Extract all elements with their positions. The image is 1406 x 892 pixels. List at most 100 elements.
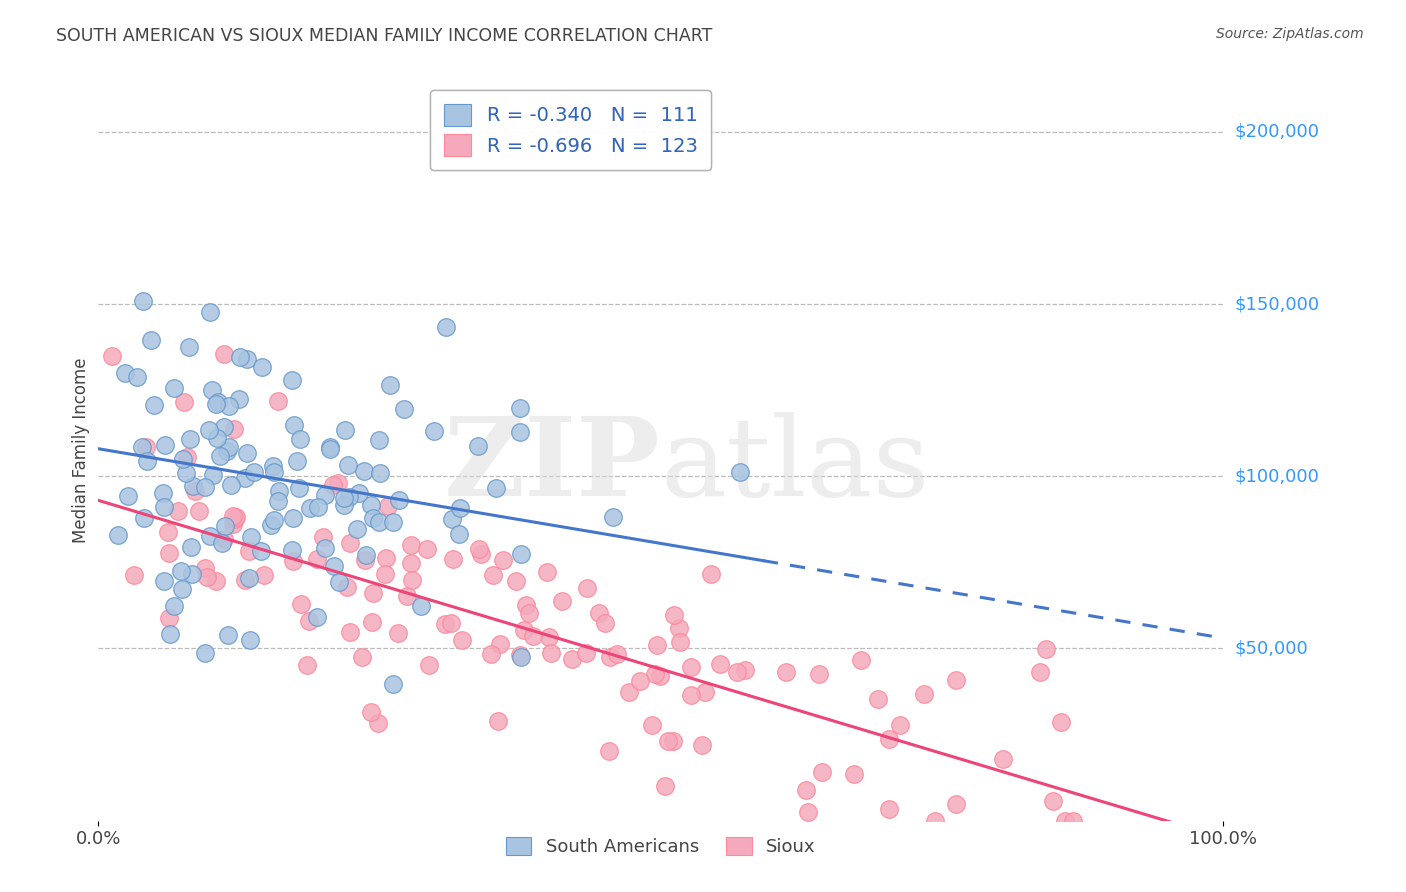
Point — [668, 621, 690, 635]
Point — [725, 665, 748, 680]
Point — [509, 425, 531, 440]
Point — [575, 581, 598, 595]
Point — [808, 667, 831, 681]
Point — [889, 718, 911, 732]
Point — [360, 705, 382, 719]
Point — [602, 510, 624, 524]
Point — [489, 637, 512, 651]
Point — [142, 398, 165, 412]
Point — [467, 439, 489, 453]
Point — [224, 512, 246, 526]
Point — [117, 489, 139, 503]
Point — [205, 431, 228, 445]
Point — [811, 764, 834, 779]
Point — [536, 565, 558, 579]
Point — [360, 498, 382, 512]
Point — [339, 536, 361, 550]
Point — [690, 739, 713, 753]
Point — [709, 657, 731, 671]
Point — [681, 660, 703, 674]
Point — [644, 667, 666, 681]
Point — [387, 626, 409, 640]
Text: $50,000: $50,000 — [1234, 640, 1308, 657]
Point — [628, 673, 651, 688]
Point — [267, 394, 290, 409]
Point — [467, 541, 489, 556]
Point — [107, 528, 129, 542]
Point — [849, 653, 872, 667]
Y-axis label: Median Family Income: Median Family Income — [72, 358, 90, 543]
Point — [575, 646, 598, 660]
Point — [288, 481, 311, 495]
Point — [157, 611, 180, 625]
Point — [669, 635, 692, 649]
Point — [796, 805, 818, 819]
Point — [481, 647, 503, 661]
Point — [173, 395, 195, 409]
Point — [945, 797, 967, 811]
Point — [122, 568, 145, 582]
Point — [322, 478, 344, 492]
Point — [233, 573, 256, 587]
Point — [346, 522, 368, 536]
Point — [399, 537, 422, 551]
Point — [519, 606, 541, 620]
Point — [333, 498, 356, 512]
Point — [449, 500, 471, 515]
Point — [283, 418, 305, 433]
Point — [238, 544, 260, 558]
Point — [135, 440, 157, 454]
Point — [209, 450, 232, 464]
Text: $100,000: $100,000 — [1234, 467, 1319, 485]
Point — [662, 608, 685, 623]
Point — [281, 373, 304, 387]
Text: $200,000: $200,000 — [1234, 123, 1319, 141]
Point — [198, 529, 221, 543]
Point — [645, 638, 668, 652]
Point — [153, 438, 176, 452]
Point — [912, 687, 935, 701]
Point — [367, 515, 389, 529]
Point — [307, 552, 329, 566]
Point — [347, 486, 370, 500]
Point — [401, 573, 423, 587]
Point — [172, 451, 194, 466]
Point — [700, 566, 723, 581]
Point — [198, 305, 221, 319]
Point — [312, 531, 335, 545]
Point — [434, 320, 457, 334]
Point — [374, 567, 396, 582]
Point — [152, 574, 174, 588]
Point — [132, 511, 155, 525]
Point — [482, 567, 505, 582]
Point — [509, 401, 531, 415]
Point — [540, 646, 562, 660]
Point — [416, 541, 439, 556]
Point — [218, 399, 240, 413]
Point — [648, 669, 671, 683]
Text: atlas: atlas — [661, 412, 931, 519]
Point — [361, 586, 384, 600]
Point — [450, 632, 472, 647]
Point — [1054, 814, 1077, 828]
Point — [176, 450, 198, 464]
Point — [125, 370, 148, 384]
Text: ZIP: ZIP — [444, 412, 661, 519]
Point — [318, 440, 340, 454]
Point — [328, 475, 350, 490]
Point — [269, 484, 291, 499]
Point — [794, 783, 817, 797]
Point — [353, 464, 375, 478]
Point — [392, 401, 415, 416]
Point — [163, 381, 186, 395]
Point — [132, 293, 155, 308]
Point — [333, 423, 356, 437]
Point — [235, 471, 257, 485]
Point — [486, 714, 509, 729]
Point — [179, 432, 201, 446]
Point — [157, 546, 180, 560]
Point — [180, 566, 202, 581]
Point — [202, 467, 225, 482]
Point — [290, 432, 312, 446]
Point — [290, 597, 312, 611]
